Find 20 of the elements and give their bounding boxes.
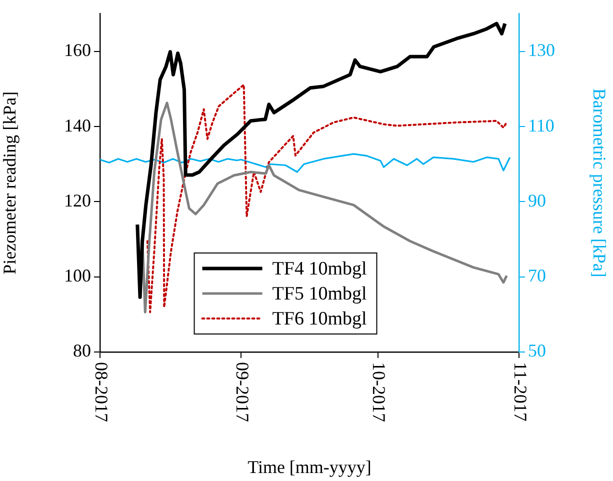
y2-tick-label: 90 [528,190,546,210]
x-tick-label: 08-2017 [91,362,112,422]
legend-label: TF6 10mbgl [272,308,367,330]
x-tick-label: 09-2017 [232,362,252,422]
y2-tick-label: 70 [528,266,546,286]
x-tick-label: 10-2017 [369,362,390,422]
y-tick-label: 80 [73,340,91,361]
legend-label: TF5 10mbgl [272,283,367,304]
legend-label: TF4 10mbgl [272,258,367,280]
y-tick-label: 120 [64,190,91,210]
y2-tick-label: 50 [528,340,546,361]
y-axis-title: Piezometer reading [kPa] [0,91,20,274]
x-axis-title: Time [mm-yyyy] [248,456,372,477]
y-tick-label: 140 [64,115,91,136]
y2-axis-title: Barometric pressure [kPa] [589,88,610,278]
y2-tick-label: 130 [528,40,555,60]
y-tick-label: 160 [64,40,91,60]
x-tick-label: 11-2017 [510,362,530,422]
y2-tick-label: 110 [528,115,554,136]
y-tick-label: 100 [64,266,91,286]
